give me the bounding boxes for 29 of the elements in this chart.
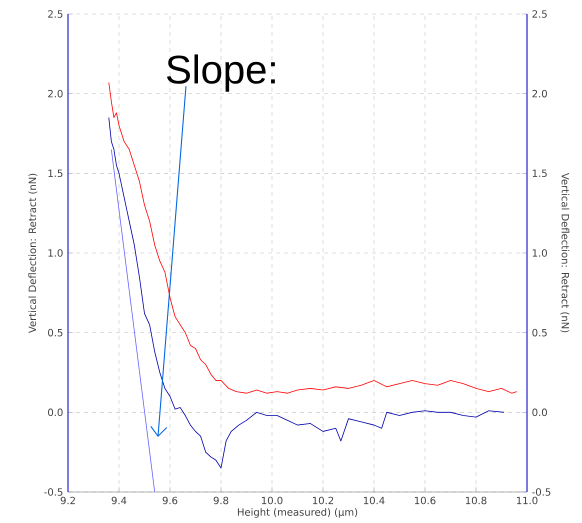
annotation: Slope: (166, 54, 275, 92)
x-tick-label: 10.8 (466, 496, 486, 504)
y2-tick-label: 0.0 (532, 408, 547, 416)
x-tick-label: 9.8 (214, 496, 228, 504)
y-tick-label: 1.5 (48, 170, 62, 178)
y2-tick-label: 2.0 (532, 90, 547, 98)
x-tick-label: 11.0 (516, 496, 538, 504)
x-tick-label: 10.0 (262, 496, 282, 504)
x-tick-label: 9.4 (112, 496, 126, 504)
y2-tick-label: 1.5 (532, 170, 547, 178)
y-tick-label: 2.5 (48, 10, 62, 18)
y-tick-label: 0.5 (48, 328, 62, 336)
x-tick-label: 10.6 (414, 496, 436, 504)
y-axis-title: Vertical Deflection: Retract (nN) (28, 174, 38, 334)
y2-axis-title: Vertical Deflection: Retract (nN) (560, 172, 570, 332)
y-tick-label: 0.0 (48, 408, 63, 416)
x-tick-label: 9.6 (162, 496, 178, 504)
x-tick-label: 10.4 (364, 496, 385, 504)
y2-tick-label: -0.5 (532, 488, 550, 496)
y-tick-label: 1.0 (48, 249, 63, 257)
y-tick-label: 2.0 (48, 90, 63, 98)
x-tick-label: 9.2 (60, 496, 75, 504)
y2-tick-label: 2.5 (532, 10, 547, 18)
y-tick-label: -0.5 (44, 488, 62, 496)
line-series (108, 117, 504, 468)
y2-tick-label: 0.5 (532, 328, 547, 336)
y2-tick-label: 1.0 (532, 249, 547, 257)
x-axis-title: Height (measured) (µm) (238, 508, 358, 518)
x-tick-label: 10.2 (312, 496, 334, 504)
